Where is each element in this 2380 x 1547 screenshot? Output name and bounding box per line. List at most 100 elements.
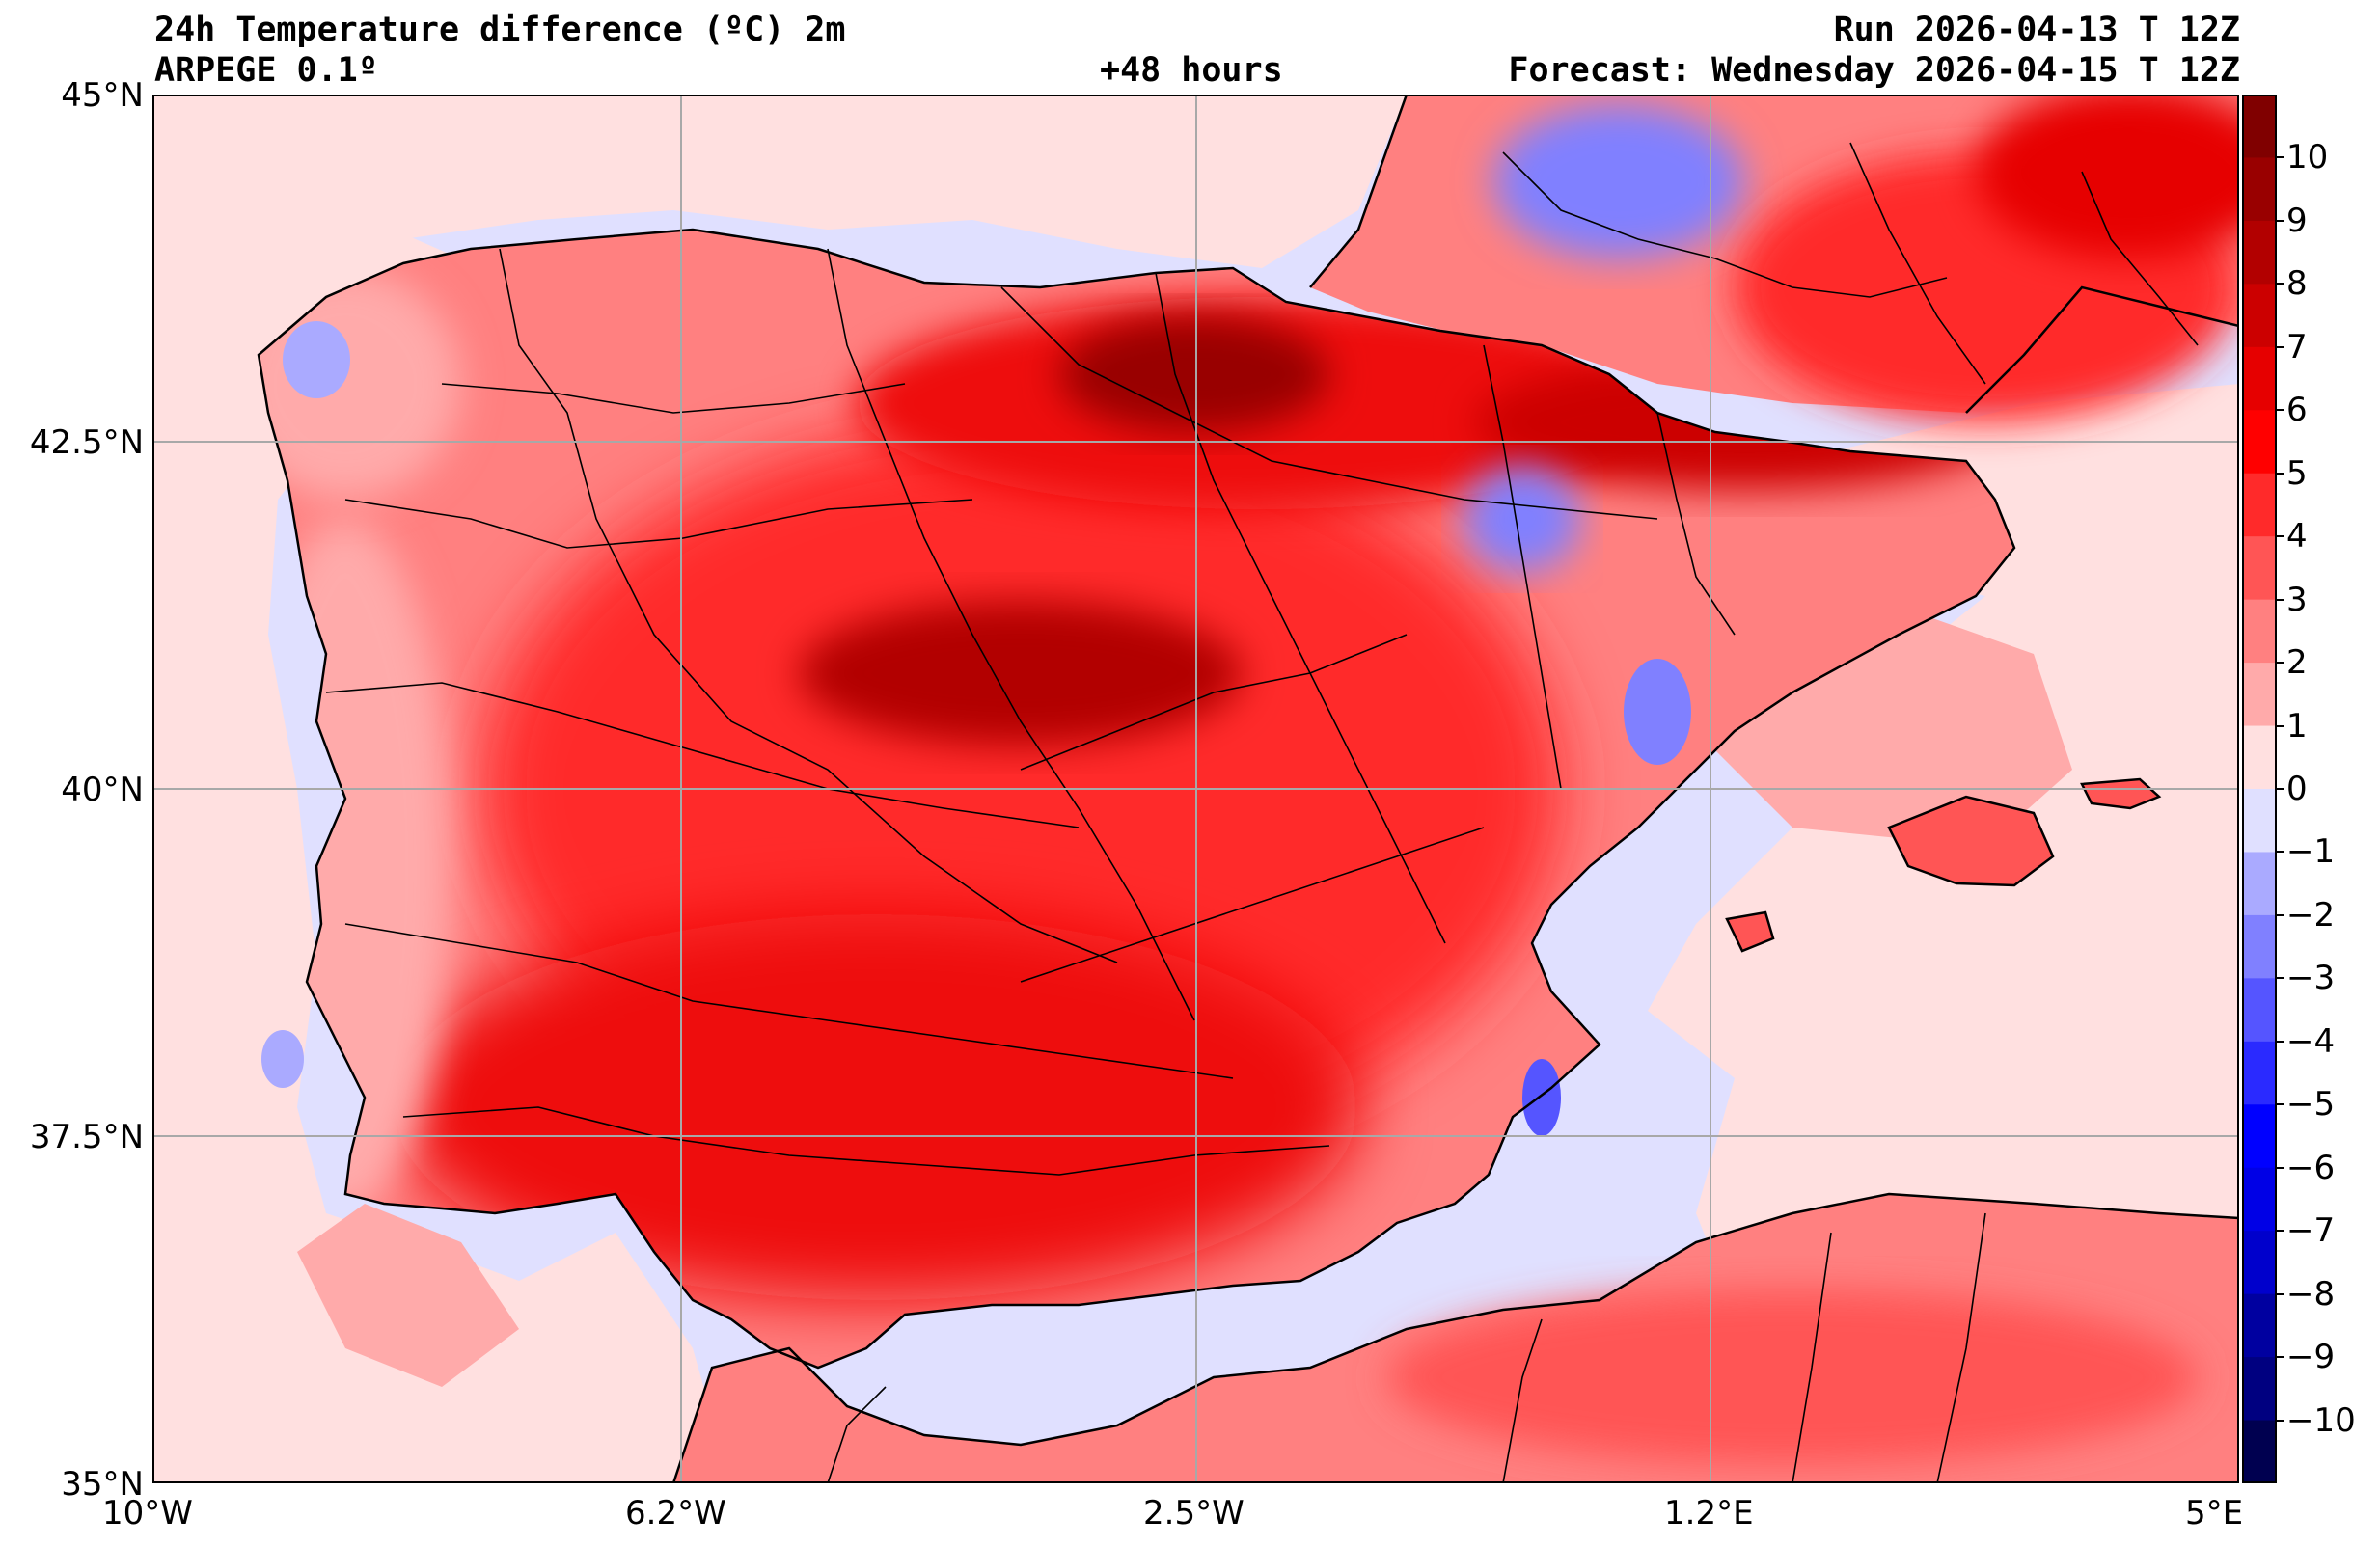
forecast-label: Forecast: Wednesday 2026-04-15 T 12Z [1508,51,2240,90]
colorbar-band [2242,1041,2277,1105]
lat-label-42-5: 42.5°N [29,423,144,462]
colorbar-band [2242,473,2277,537]
colorbar-tick-mark [2277,1166,2284,1169]
cold-spot-valencia [1624,659,1691,765]
colorbar-band [2242,1293,2277,1358]
colorbar-tick-label: 2 [2286,643,2308,683]
sea-anomaly-bay-of-biscay [152,95,1407,316]
colorbar-band [2242,978,2277,1043]
graticule [152,95,2239,1483]
lat-label-40: 40°N [61,771,144,809]
region-borders [325,142,2199,1483]
colorbar-tick-mark [2277,219,2284,222]
cold-spot-galicia [283,321,350,398]
colorbar-tick-mark [2277,1419,2284,1422]
colorbar-tick-label: −9 [2286,1338,2336,1377]
lat-label-45: 45°N [61,76,144,115]
colorbar-tick-label: −3 [2286,959,2336,998]
colorbar-tick-label: 4 [2286,517,2308,556]
colorbar-band [2242,1104,2277,1169]
colorbar-band [2242,914,2277,979]
map-frame [152,95,2239,1483]
sea-warm-atlantic [297,1204,519,1387]
model-label: ARPEGE 0.1º [154,51,378,90]
colorbar-tick-mark [2277,409,2284,412]
colorbar-tick-label: 6 [2286,391,2308,430]
lon-label-2-5w: 2.5°W [1143,1494,1245,1533]
colorbar-tick-mark [2277,851,2284,854]
colorbar-tick-label: −2 [2286,895,2336,935]
heat-max-rioja [1059,316,1329,432]
colorbar-tick-mark [2277,472,2284,475]
colorbar-tick-label: 5 [2286,453,2308,493]
colorbar-tick-label: 8 [2286,264,2308,304]
colorbar-tick-label: −1 [2286,832,2336,872]
colorbar-band [2242,599,2277,664]
colorbar-band [2242,220,2277,285]
lon-label-1-2e: 1.2°E [1664,1494,1754,1533]
colorbar-tick-mark [2277,1103,2284,1106]
colorbar-tick-label: −8 [2286,1274,2336,1314]
colorbar-tick-label: 1 [2286,706,2308,746]
colorbar-band [2242,1420,2277,1483]
colorbar-tick-mark [2277,1356,2284,1359]
colorbar-tick-label: −7 [2286,1211,2336,1251]
colorbar-tick-label: −10 [2286,1400,2356,1440]
heat-core-north-africa [1387,1290,2198,1464]
lat-label-37-5: 37.5°N [29,1118,144,1156]
colorbar-tick-mark [2277,598,2284,601]
iberia-land [259,230,2014,1368]
colorbar-tick-mark [2277,156,2284,159]
lead-time-label: +48 hours [1100,51,1283,90]
lon-label-10w: 10°W [102,1494,193,1533]
colorbar-tick-mark [2277,283,2284,285]
colorbar-band [2242,95,2277,158]
heat-core-france-east [1976,95,2239,258]
run-label: Run 2026-04-13 T 12Z [1833,11,2240,49]
sea-anomaly-atlantic [152,230,731,1483]
colorbar-band [2242,789,2277,853]
colorbar-tick-mark [2277,1292,2284,1295]
colorbar-tick-label: 0 [2286,770,2308,808]
colorbar-band [2242,284,2277,348]
heat-core-south [394,914,1358,1300]
chart-title: 24h Temperature difference (ºC) 2m [154,11,846,49]
colorbar-band [2242,157,2277,222]
colorbar-tick-mark [2277,1040,2284,1043]
cold-spot-portugal [261,1030,304,1088]
cold-spot-aquitaine [1493,104,1744,258]
temperature-difference-map [152,95,2239,1483]
colorbar-tick-label: 7 [2286,327,2308,366]
lon-label-5e: 5°E [2185,1494,2244,1533]
colorbar-tick-mark [2277,662,2284,665]
colorbar-tick-mark [2277,535,2284,538]
colorbar-tick-mark [2277,788,2284,790]
mallorca-land [1889,797,2053,885]
colorbar-tick-label: −5 [2286,1085,2336,1125]
heat-core-madrid [799,601,1243,746]
colorbar-tick-mark [2277,913,2284,916]
colorbar-band [2242,1167,2277,1232]
colorbar-band [2242,1357,2277,1422]
lon-label-6-2w: 6.2°W [625,1494,726,1533]
colorbar-band [2242,346,2277,411]
colorbar-band [2242,663,2277,727]
colorbar-tick-label: 3 [2286,580,2308,619]
cold-spot-alicante [1522,1059,1561,1136]
lat-label-35: 35°N [61,1465,144,1504]
colorbar-band [2242,410,2277,475]
colorbar-band [2242,852,2277,916]
colorbar-tick-mark [2277,977,2284,980]
colorbar-tick-mark [2277,1230,2284,1233]
colorbar-band [2242,536,2277,601]
colorbar-band [2242,725,2277,790]
colorbar-tick-label: −4 [2286,1021,2336,1061]
colorbar-band [2242,1231,2277,1295]
colorbar [2242,95,2277,1483]
colorbar-tick-label: 9 [2286,201,2308,240]
colorbar-frame [2242,95,2277,1483]
colorbar-tick-mark [2277,724,2284,727]
colorbar-tick-mark [2277,345,2284,348]
coastlines [257,95,2239,1483]
cold-spot-ebro [1464,466,1580,572]
